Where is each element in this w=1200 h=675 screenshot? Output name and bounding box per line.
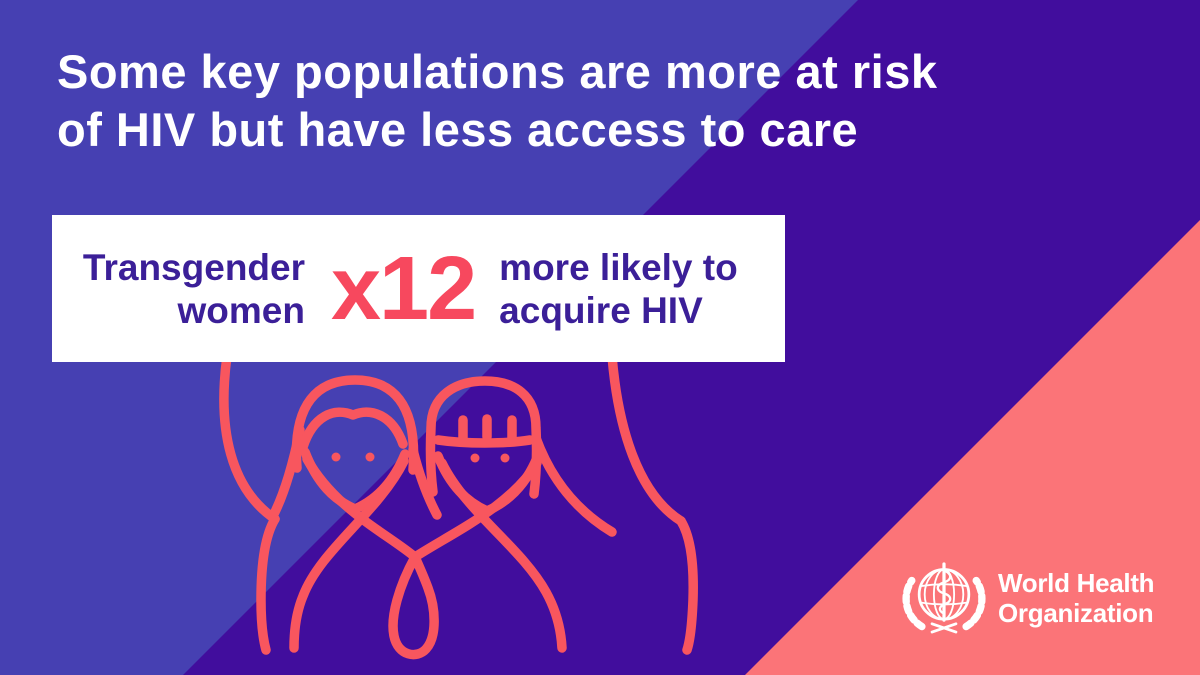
right-figure-hair-fall	[531, 433, 617, 537]
headline: Some key populations are more at risk of…	[57, 43, 937, 159]
outcome-line-1: more likely to	[499, 246, 738, 288]
right-figure-body	[676, 516, 698, 655]
population-line-1: Transgender	[82, 246, 305, 288]
population-label: Transgender women	[52, 246, 305, 332]
headline-line-1: Some key populations are more at risk	[57, 45, 938, 98]
who-emblem-icon	[902, 562, 986, 634]
left-figure-strand	[289, 456, 409, 653]
right-figure-fringe	[433, 435, 535, 448]
outcome-label: more likely to acquire HIV	[499, 246, 738, 332]
left-figure-strand	[408, 445, 442, 520]
who-wordmark: World Health Organization	[998, 568, 1155, 628]
who-logo: World Health Organization	[898, 552, 1155, 644]
ribbon-loop	[388, 552, 439, 660]
right-figure-arm	[607, 351, 686, 526]
multiplier-value: x12	[331, 238, 477, 339]
headline-line-2: of HIV but have less access to care	[57, 103, 859, 156]
who-wordmark-line-1: World Health	[998, 568, 1155, 598]
left-figure-hair-part	[298, 407, 408, 452]
right-figure-eye	[500, 453, 510, 463]
who-wordmark-line-2: Organization	[998, 598, 1154, 628]
left-figure-head	[291, 375, 419, 475]
salmon-corner-triangle	[745, 220, 1200, 675]
stat-sign: Transgender women x12 more likely to acq…	[52, 215, 785, 362]
left-figure-arm	[219, 351, 280, 524]
outcome-line-2: acquire HIV	[499, 289, 703, 331]
left-figure-eye	[331, 452, 341, 462]
left-figure-body	[256, 514, 280, 655]
figures-illustration	[219, 351, 698, 660]
right-figure-eye	[470, 453, 480, 463]
right-figure-strand	[437, 458, 567, 653]
population-line-2: women	[177, 289, 305, 331]
left-figure-eye	[365, 452, 375, 462]
